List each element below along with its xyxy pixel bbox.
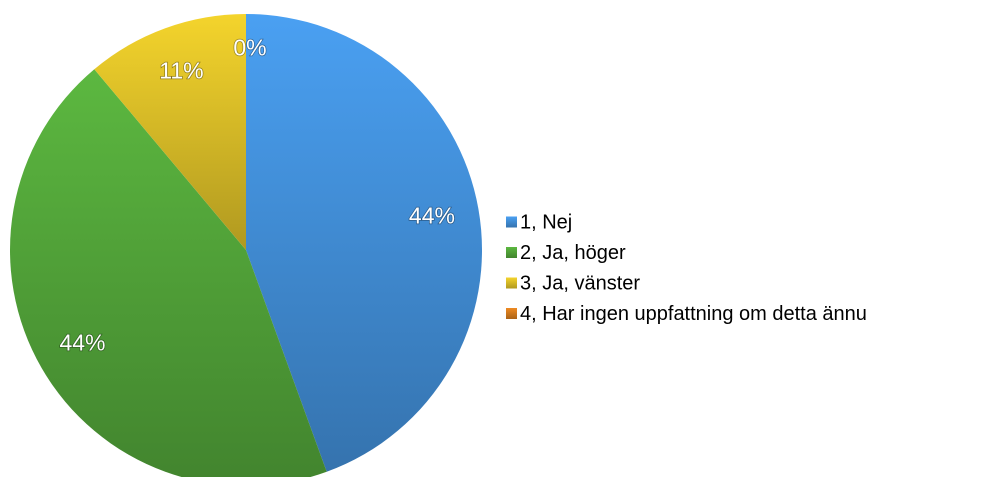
pie-slice xyxy=(94,14,246,250)
data-label: 11% xyxy=(159,58,203,84)
pie-slice xyxy=(246,14,482,472)
legend-label: 1, Nej xyxy=(520,211,572,233)
legend-swatch xyxy=(506,216,517,228)
legend-label: 2, Ja, höger xyxy=(520,242,626,264)
legend-label: 3, Ja, vänster xyxy=(520,272,640,294)
legend-swatch xyxy=(506,247,517,258)
data-label: 44% xyxy=(59,329,105,355)
data-label: 0% xyxy=(233,35,266,61)
legend-swatch xyxy=(506,308,517,319)
legend-label: 4, Har ingen uppfattning om detta ännu xyxy=(520,303,867,325)
pie-slice xyxy=(10,69,327,477)
data-label: 44% xyxy=(409,202,455,228)
legend-swatch xyxy=(506,277,517,289)
